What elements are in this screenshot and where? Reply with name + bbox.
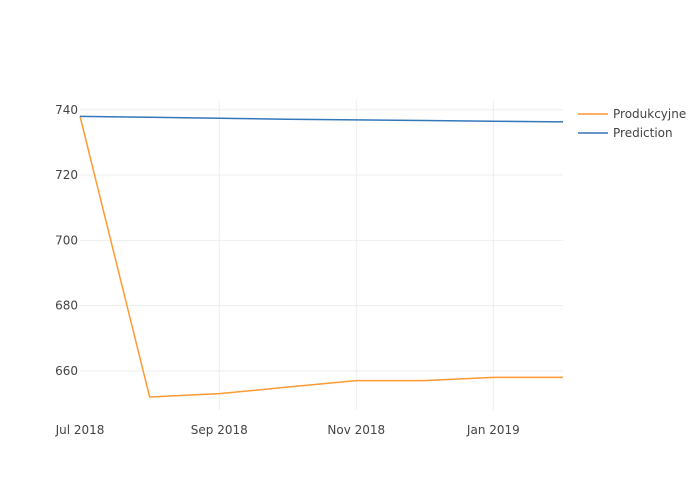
y-tick-label: 700: [55, 233, 78, 247]
y-tick-label: 720: [55, 168, 78, 182]
series-lines: [79, 115, 564, 398]
legend-label: Prediction: [613, 126, 673, 140]
series-line-prediction: [79, 115, 564, 123]
y-tick-label: 680: [55, 299, 78, 313]
legend-label: Produkcyjne: [613, 107, 686, 121]
x-tick-label: Jan 2019: [466, 423, 520, 437]
legend-item-produkcyjne[interactable]: Produkcyjne: [578, 107, 686, 121]
grid: [80, 100, 563, 410]
y-axis-ticks: 660 680 700 720 740: [55, 103, 78, 378]
x-tick-label: Sep 2018: [191, 423, 248, 437]
y-tick-label: 660: [55, 364, 78, 378]
series-line-produkcyjne: [79, 116, 563, 398]
x-tick-label: Jul 2018: [55, 423, 105, 437]
legend[interactable]: Produkcyjne Prediction: [578, 107, 686, 140]
x-tick-label: Nov 2018: [327, 423, 385, 437]
legend-item-prediction[interactable]: Prediction: [578, 126, 673, 140]
y-tick-label: 740: [55, 103, 78, 117]
x-axis-ticks: Jul 2018 Sep 2018 Nov 2018 Jan 2019: [55, 423, 520, 437]
